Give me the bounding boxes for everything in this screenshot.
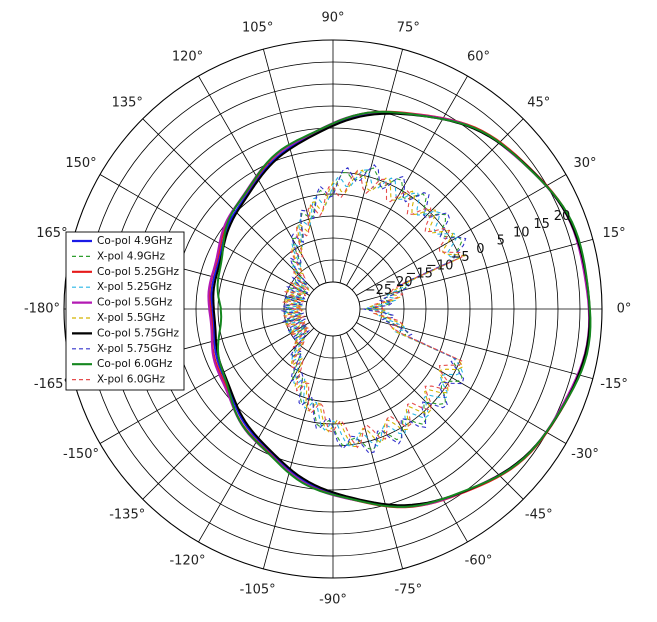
legend-label: Co-pol 5.5GHz — [97, 297, 173, 309]
series-line-9 — [216, 110, 592, 508]
legend-label: X-pol 5.25GHz — [97, 281, 172, 293]
angle-tick-label: -90° — [319, 593, 347, 608]
series-line-10 — [282, 169, 464, 449]
angle-grid-line — [142, 118, 315, 291]
angle-tick-label: -165° — [34, 377, 70, 392]
angle-grid-line — [142, 327, 315, 500]
legend-label: Co-pol 5.75GHz — [97, 327, 179, 339]
radial-tick-label: −10 — [426, 258, 453, 273]
angle-tick-label: 60° — [467, 49, 490, 64]
legend-label: Co-pol 5.25GHz — [97, 266, 179, 278]
angle-tick-label: -135° — [109, 507, 145, 522]
angle-grid-line — [262, 49, 327, 284]
angle-tick-label: -15° — [600, 377, 628, 392]
radial-tick-label: 5 — [497, 234, 505, 249]
series-line-4 — [283, 169, 464, 448]
radial-tick-label: −15 — [406, 267, 433, 282]
angle-tick-label: -120° — [169, 554, 205, 569]
legend-label: X-pol 5.75GHz — [97, 343, 172, 355]
angle-tick-label: -75° — [394, 583, 422, 598]
legend-label: X-pol 5.5GHz — [97, 312, 166, 324]
angle-grid-line — [346, 332, 468, 543]
radial-tick-label: −20 — [385, 275, 412, 290]
radial-tick-label: 20 — [554, 209, 571, 224]
angle-grid-line — [358, 315, 593, 380]
radial-tick-label: −25 — [365, 283, 392, 298]
angle-grid-line — [339, 334, 404, 569]
angle-tick-label: 30° — [573, 156, 596, 171]
data-series — [207, 110, 592, 509]
angle-tick-label: -105° — [240, 583, 276, 598]
angle-tick-label: -30° — [571, 447, 599, 462]
angle-grid-line — [351, 118, 524, 291]
angle-tick-label: -45° — [525, 507, 553, 522]
angle-grid-line — [99, 174, 310, 296]
legend-label: Co-pol 6.0GHz — [97, 358, 173, 370]
angle-grid-line — [99, 322, 310, 444]
angle-grid-line — [198, 332, 320, 543]
series-line-8 — [280, 164, 467, 454]
angle-grid-line — [339, 49, 404, 284]
legend: Co-pol 4.9GHz X-pol 4.9GHz Co-pol 5.25GHz X… — [65, 231, 185, 391]
angle-tick-label: 165° — [36, 226, 67, 241]
angle-tick-label: -180° — [24, 302, 60, 317]
angle-tick-label: 135° — [112, 96, 143, 111]
angle-grid-line — [356, 174, 567, 296]
angle-tick-label: 150° — [65, 156, 96, 171]
angle-grid-line — [262, 334, 327, 569]
angle-grid-line — [346, 75, 468, 286]
angle-tick-label: 45° — [527, 96, 550, 111]
legend-label: X-pol 6.0GHz — [97, 374, 166, 386]
legend-label: Co-pol 4.9GHz — [97, 235, 173, 247]
angle-tick-label: 120° — [172, 49, 203, 64]
radial-tick-label: 10 — [513, 225, 530, 240]
angle-tick-label: 0° — [617, 302, 632, 317]
angle-tick-label: 90° — [321, 11, 344, 26]
inner-circle — [305, 281, 361, 337]
radial-tick-label: 15 — [533, 217, 550, 232]
angle-tick-label: 75° — [397, 20, 420, 35]
angle-tick-labels: 90° 75° 60° 45° 30° 15° 0° -15° -30° -45° -60° -75°… — [24, 11, 631, 608]
series-line-2 — [284, 167, 463, 451]
angle-grid-line — [351, 327, 524, 500]
angle-tick-label: 15° — [603, 226, 626, 241]
angle-tick-label: -60° — [465, 554, 493, 569]
radial-tick-label: 0 — [476, 242, 484, 257]
angle-tick-label: -150° — [63, 447, 99, 462]
series-line-6 — [282, 169, 467, 447]
legend-label: X-pol 4.9GHz — [97, 250, 166, 262]
angle-tick-label: 105° — [242, 20, 273, 35]
radial-tick-label: −5 — [450, 250, 469, 265]
angle-grid-line — [356, 322, 567, 444]
